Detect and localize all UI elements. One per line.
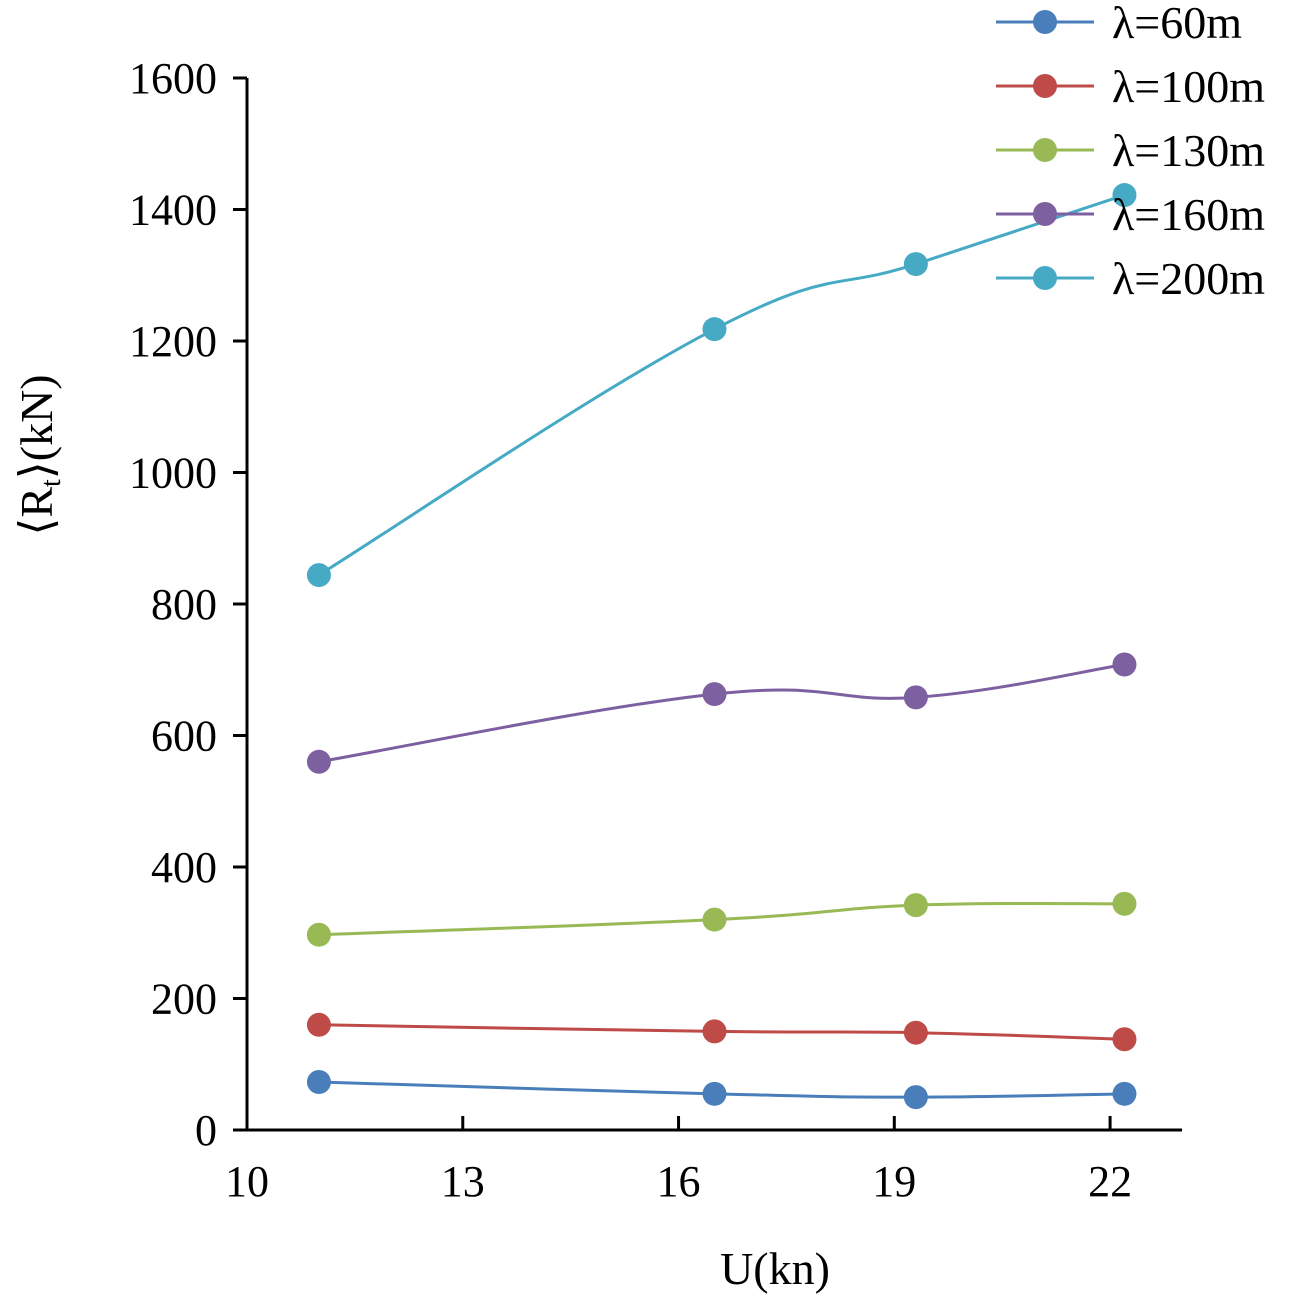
data-point <box>306 922 331 947</box>
legend-label: λ=60m <box>1112 0 1242 48</box>
y-tick-label: 400 <box>151 843 217 892</box>
data-point <box>702 682 727 707</box>
y-axis-title-subscript: t <box>36 479 67 487</box>
data-point <box>903 1085 928 1110</box>
x-axis-title: U(kn) <box>720 1243 830 1294</box>
y-tick-label: 1200 <box>129 317 217 366</box>
series-line <box>318 663 1125 764</box>
y-tick-label: 200 <box>151 975 217 1024</box>
legend-entry: λ=130m <box>996 125 1265 176</box>
y-axis-title-unit: (kN) <box>11 374 62 461</box>
data-point <box>903 252 928 277</box>
data-point <box>306 1070 331 1095</box>
data-point <box>702 1081 727 1106</box>
legend-marker <box>1033 74 1057 98</box>
x-tick-label: 19 <box>872 1157 916 1206</box>
data-point <box>1112 891 1137 916</box>
series-line <box>318 1080 1125 1099</box>
series-1 <box>306 1012 1137 1052</box>
data-point <box>702 317 727 342</box>
data-point <box>1112 183 1137 208</box>
series-2 <box>306 891 1137 947</box>
y-tick-label: 1600 <box>129 54 217 103</box>
y-tick-label: 1000 <box>129 449 217 498</box>
ticks: 0 200 400 600 800 1000 1200 1400 1600 10 13 16 19 22 <box>129 54 1132 1206</box>
x-tick-label: 10 <box>225 1157 269 1206</box>
data-point <box>306 1012 331 1037</box>
series-0 <box>306 1070 1137 1110</box>
y-axis-title: ⟨Rt⟩(kN) <box>11 374 67 535</box>
x-tick-label: 22 <box>1088 1157 1132 1206</box>
series-4 <box>306 183 1137 588</box>
axes <box>245 78 1182 1132</box>
data-point <box>1112 1081 1137 1106</box>
legend-label: λ=100m <box>1112 61 1265 112</box>
y-tick-label: 600 <box>151 712 217 761</box>
data-point <box>306 749 331 774</box>
legend-entry: λ=200m <box>996 253 1265 304</box>
legend-entry: λ=60m <box>996 0 1242 48</box>
legend-marker <box>1033 266 1057 290</box>
y-tick-label: 800 <box>151 580 217 629</box>
legend-marker <box>1033 202 1057 226</box>
series-lines <box>306 183 1137 1110</box>
series-line <box>318 1023 1125 1041</box>
data-point <box>702 907 727 932</box>
legend-label: λ=130m <box>1112 125 1265 176</box>
y-tick-label: 1400 <box>129 186 217 235</box>
series-3 <box>306 652 1137 774</box>
data-point <box>702 1019 727 1044</box>
data-point <box>1112 1027 1137 1052</box>
data-point <box>306 563 331 588</box>
y-axis-title-left-bracket: ⟨ <box>11 518 62 536</box>
y-axis-title-symbol: R <box>11 487 62 518</box>
legend-marker <box>1033 10 1057 34</box>
legend-label: λ=160m <box>1112 189 1265 240</box>
data-point <box>903 893 928 918</box>
legend: λ=60m λ=100m λ=130m λ=160m λ=200m <box>996 0 1265 304</box>
x-tick-label: 13 <box>441 1157 485 1206</box>
legend-label: λ=200m <box>1112 253 1265 304</box>
legend-entry: λ=160m <box>996 189 1265 240</box>
y-tick-label: 0 <box>195 1106 217 1155</box>
x-tick-label: 16 <box>657 1157 701 1206</box>
series-line <box>318 901 1125 937</box>
series-line <box>318 193 1125 577</box>
data-point <box>903 685 928 710</box>
legend-marker <box>1033 138 1057 162</box>
y-axis-title-right-bracket: ⟩ <box>11 461 62 479</box>
data-point <box>903 1020 928 1045</box>
data-point <box>1112 652 1137 677</box>
legend-entry: λ=100m <box>996 61 1265 112</box>
